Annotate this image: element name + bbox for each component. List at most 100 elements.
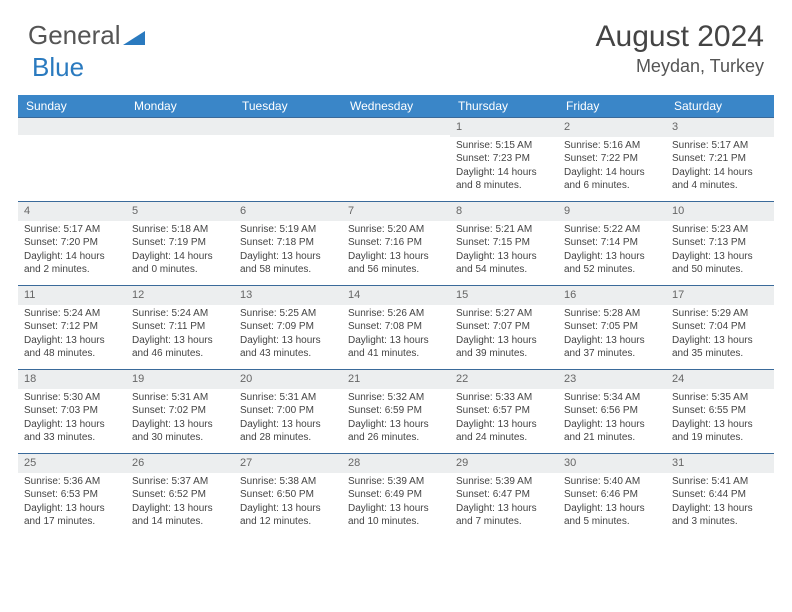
calendar-cell: 6Sunrise: 5:19 AMSunset: 7:18 PMDaylight… [234,201,342,285]
sunset-line: Sunset: 7:07 PM [456,320,552,334]
sunset-line: Sunset: 6:50 PM [240,488,336,502]
sunset-line: Sunset: 7:03 PM [24,404,120,418]
daylight-line: Daylight: 14 hours and 0 minutes. [132,250,228,277]
sunrise-line: Sunrise: 5:18 AM [132,223,228,237]
day-body: Sunrise: 5:33 AMSunset: 6:57 PMDaylight:… [450,389,558,449]
sunrise-line: Sunrise: 5:40 AM [564,475,660,489]
calendar-cell: 13Sunrise: 5:25 AMSunset: 7:09 PMDayligh… [234,285,342,369]
daylight-line: Daylight: 13 hours and 46 minutes. [132,334,228,361]
sunset-line: Sunset: 6:53 PM [24,488,120,502]
location-label: Meydan, Turkey [596,56,764,77]
sunset-line: Sunset: 7:14 PM [564,236,660,250]
calendar-cell: 29Sunrise: 5:39 AMSunset: 6:47 PMDayligh… [450,453,558,537]
calendar-cell: 5 Sunrise: 5:18 AMSunset: 7:19 PMDaylight… [126,201,234,285]
daylight-line: Daylight: 13 hours and 56 minutes. [348,250,444,277]
day-number: 8 [450,201,558,221]
daylight-line: Daylight: 13 hours and 7 minutes. [456,502,552,529]
day-number: 7 [342,201,450,221]
sunrise-line: Sunrise: 5:29 AM [672,307,768,321]
calendar-table: SundayMondayTuesdayWednesdayThursdayFrid… [18,95,774,537]
sunset-line: Sunset: 6:46 PM [564,488,660,502]
calendar-cell: 1Sunrise: 5:15 AMSunset: 7:23 PMDaylight… [450,117,558,201]
sunrise-line: Sunrise: 5:41 AM [672,475,768,489]
title-block: August 2024 Meydan, Turkey [596,20,764,77]
daylight-line: Daylight: 13 hours and 37 minutes. [564,334,660,361]
calendar-row: 4Sunrise: 5:17 AMSunset: 7:20 PMDaylight… [18,201,774,285]
sunset-line: Sunset: 7:13 PM [672,236,768,250]
sunset-line: Sunset: 7:18 PM [240,236,336,250]
day-number: 13 [234,285,342,305]
sunset-line: Sunset: 7:19 PM [132,236,228,250]
day-number: 27 [234,453,342,473]
brand-part1: General [28,20,121,51]
day-body: Sunrise: 5:22 AMSunset: 7:14 PMDaylight:… [558,221,666,281]
day-number-empty [234,117,342,135]
day-body: Sunrise: 5:25 AMSunset: 7:09 PMDaylight:… [234,305,342,365]
daylight-line: Daylight: 14 hours and 6 minutes. [564,166,660,193]
sunset-line: Sunset: 6:49 PM [348,488,444,502]
day-body: Sunrise: 5:39 AMSunset: 6:49 PMDaylight:… [342,473,450,533]
header: General August 2024 Meydan, Turkey [0,0,792,87]
calendar-body: 1Sunrise: 5:15 AMSunset: 7:23 PMDaylight… [18,117,774,537]
day-body: Sunrise: 5:17 AMSunset: 7:20 PMDaylight:… [18,221,126,281]
day-body: Sunrise: 5:39 AMSunset: 6:47 PMDaylight:… [450,473,558,533]
day-body: Sunrise: 5:29 AMSunset: 7:04 PMDaylight:… [666,305,774,365]
day-body: Sunrise: 5:35 AMSunset: 6:55 PMDaylight:… [666,389,774,449]
calendar-cell: 21Sunrise: 5:32 AMSunset: 6:59 PMDayligh… [342,369,450,453]
sunset-line: Sunset: 7:11 PM [132,320,228,334]
calendar-cell: 16Sunrise: 5:28 AMSunset: 7:05 PMDayligh… [558,285,666,369]
sunrise-line: Sunrise: 5:23 AM [672,223,768,237]
calendar-cell: 14Sunrise: 5:26 AMSunset: 7:08 PMDayligh… [342,285,450,369]
day-number: 17 [666,285,774,305]
calendar-cell: 2Sunrise: 5:16 AMSunset: 7:22 PMDaylight… [558,117,666,201]
day-number-empty [18,117,126,135]
sunset-line: Sunset: 6:55 PM [672,404,768,418]
daylight-line: Daylight: 13 hours and 24 minutes. [456,418,552,445]
daylight-line: Daylight: 13 hours and 43 minutes. [240,334,336,361]
daylight-line: Daylight: 13 hours and 10 minutes. [348,502,444,529]
day-number: 21 [342,369,450,389]
calendar-cell: 15Sunrise: 5:27 AMSunset: 7:07 PMDayligh… [450,285,558,369]
day-number: 29 [450,453,558,473]
day-number: 15 [450,285,558,305]
daylight-line: Daylight: 13 hours and 28 minutes. [240,418,336,445]
day-body: Sunrise: 5:31 AMSunset: 7:00 PMDaylight:… [234,389,342,449]
sunrise-line: Sunrise: 5:37 AM [132,475,228,489]
day-body: Sunrise: 5:24 AMSunset: 7:12 PMDaylight:… [18,305,126,365]
day-body: Sunrise: 5:28 AMSunset: 7:05 PMDaylight:… [558,305,666,365]
day-body: Sunrise: 5:19 AMSunset: 7:18 PMDaylight:… [234,221,342,281]
sunrise-line: Sunrise: 5:24 AM [132,307,228,321]
sunrise-line: Sunrise: 5:38 AM [240,475,336,489]
sunrise-line: Sunrise: 5:28 AM [564,307,660,321]
sunset-line: Sunset: 7:02 PM [132,404,228,418]
sunset-line: Sunset: 7:09 PM [240,320,336,334]
day-number: 10 [666,201,774,221]
day-number: 25 [18,453,126,473]
sunrise-line: Sunrise: 5:36 AM [24,475,120,489]
calendar-cell: 4Sunrise: 5:17 AMSunset: 7:20 PMDaylight… [18,201,126,285]
day-body: Sunrise: 5:40 AMSunset: 6:46 PMDaylight:… [558,473,666,533]
weekday-header: Saturday [666,95,774,117]
calendar-row: 1Sunrise: 5:15 AMSunset: 7:23 PMDaylight… [18,117,774,201]
brand-logo: General [28,20,145,51]
day-body: Sunrise: 5:30 AMSunset: 7:03 PMDaylight:… [18,389,126,449]
calendar-cell: 23Sunrise: 5:34 AMSunset: 6:56 PMDayligh… [558,369,666,453]
calendar-cell: 20Sunrise: 5:31 AMSunset: 7:00 PMDayligh… [234,369,342,453]
daylight-line: Daylight: 13 hours and 39 minutes. [456,334,552,361]
day-body: Sunrise: 5:17 AMSunset: 7:21 PMDaylight:… [666,137,774,197]
daylight-line: Daylight: 13 hours and 48 minutes. [24,334,120,361]
day-number: 5 [126,201,234,221]
daylight-line: Daylight: 13 hours and 54 minutes. [456,250,552,277]
daylight-line: Daylight: 13 hours and 14 minutes. [132,502,228,529]
sunset-line: Sunset: 7:05 PM [564,320,660,334]
sunset-line: Sunset: 7:21 PM [672,152,768,166]
daylight-line: Daylight: 14 hours and 8 minutes. [456,166,552,193]
day-body: Sunrise: 5:41 AMSunset: 6:44 PMDaylight:… [666,473,774,533]
day-number: 6 [234,201,342,221]
daylight-line: Daylight: 13 hours and 12 minutes. [240,502,336,529]
sunrise-line: Sunrise: 5:39 AM [456,475,552,489]
daylight-line: Daylight: 13 hours and 35 minutes. [672,334,768,361]
sunset-line: Sunset: 7:15 PM [456,236,552,250]
daylight-line: Daylight: 13 hours and 41 minutes. [348,334,444,361]
daylight-line: Daylight: 13 hours and 21 minutes. [564,418,660,445]
